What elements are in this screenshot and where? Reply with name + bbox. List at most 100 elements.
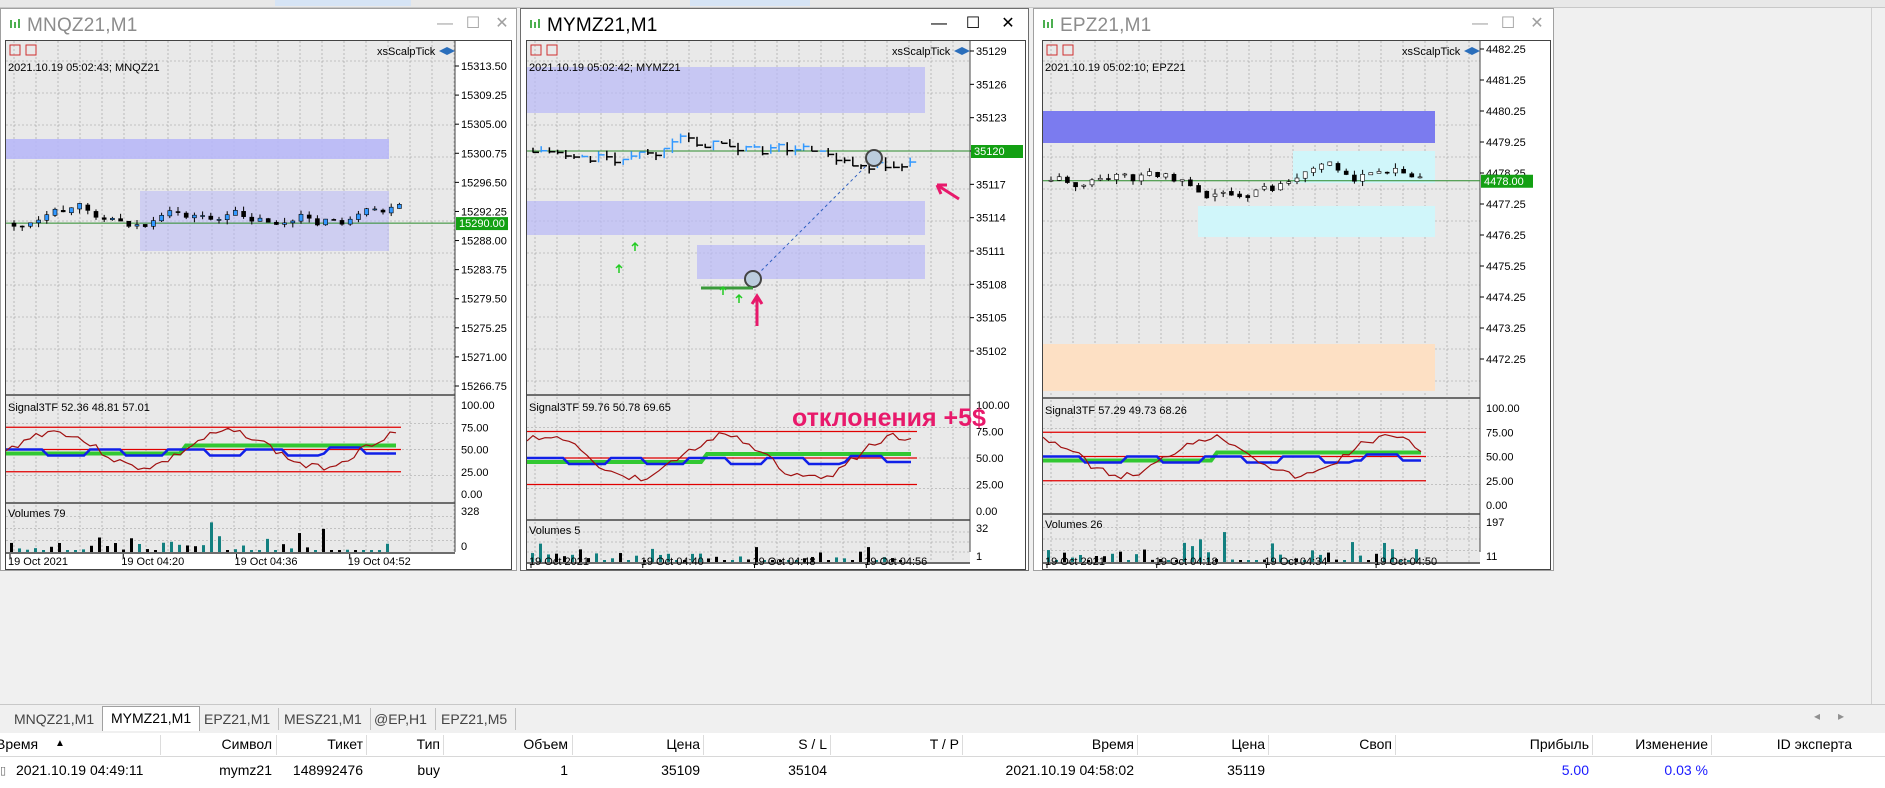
chart-toolbar-icon — [1062, 44, 1074, 56]
column-separator — [1711, 735, 1712, 755]
header-profit[interactable]: Прибыль — [1529, 736, 1589, 752]
close-button[interactable]: ✕ — [1530, 15, 1544, 32]
table-row[interactable]: ▯ 2021.10.19 04:49:11 mymz21 148992476 b… — [0, 759, 1885, 783]
current-price-tag — [456, 217, 508, 231]
candle-body — [282, 222, 287, 225]
volume-bar — [1143, 549, 1146, 562]
volume-bar — [1255, 560, 1258, 562]
chart-canvas[interactable]: 15313.50 15309.25 15305.00 15300.75 15296.50… — [6, 41, 512, 570]
chart-window-mymz21[interactable]: MYMZ21,M1 — ☐ ✕ 35129 35126 35123 35120 3511… — [520, 8, 1029, 571]
time-label: 19 Oct 2021 — [8, 556, 68, 568]
candle-body — [339, 220, 345, 225]
signal-dark-line — [6, 427, 397, 471]
header-volume[interactable]: Объем — [523, 736, 568, 752]
candle-body — [175, 211, 181, 213]
close-button[interactable]: ✕ — [495, 15, 509, 32]
volume-bar — [98, 537, 101, 552]
chart-panel[interactable]: 4482.25 4481.25 4480.25 4479.25 4478.25 4477.… — [1042, 40, 1551, 570]
volume-bar — [667, 553, 670, 562]
chart-panel[interactable]: 15313.50 15309.25 15305.00 15300.75 15296.50… — [5, 40, 512, 570]
tab-scroll-right-icon[interactable]: ▸ — [1838, 709, 1845, 723]
volume-bar — [1383, 542, 1386, 562]
tab-epz21-m5[interactable]: EPZ21,M5 — [433, 708, 517, 730]
tab-mnqz21-m1[interactable]: MNQZ21,M1 — [6, 708, 104, 730]
volume-bar — [1215, 559, 1218, 562]
chart-window-epz21[interactable]: EPZ21,M1 — ☐ ✕ 4482.25 4481.25 4480.25 4479… — [1033, 8, 1554, 571]
volume-bar — [1415, 549, 1418, 562]
volume-bar — [218, 536, 221, 552]
volume-bar — [835, 557, 838, 562]
signal-level-label: 50.00 — [1486, 452, 1514, 464]
header-close-time[interactable]: Время — [1091, 736, 1134, 752]
volume-bar — [242, 545, 245, 552]
header-time[interactable]: Время — [0, 736, 39, 752]
cell-change: 0.03 % — [1664, 762, 1708, 778]
candle-body — [306, 214, 312, 219]
tab-ep-h1[interactable]: @EP,H1 — [366, 708, 436, 730]
tab-mesz21-m1[interactable]: MESZ21,M1 — [276, 708, 371, 730]
chart-panel[interactable]: 35129 35126 35123 35120 35117 35114 35111 35108… — [526, 40, 1026, 570]
volume-bar — [555, 553, 558, 562]
volume-bar — [1087, 560, 1090, 562]
volume-bar — [50, 546, 53, 552]
volume-bar — [194, 546, 197, 552]
header-symbol[interactable]: Символ — [221, 736, 272, 752]
vertical-scrollbar[interactable] — [1871, 8, 1885, 704]
volume-bar — [90, 545, 93, 552]
volume-bar — [386, 543, 389, 552]
close-button[interactable]: ✕ — [1001, 15, 1015, 32]
window-titlebar[interactable]: MYMZ21,M1 — ☐ ✕ — [521, 9, 1028, 39]
volume-bar — [611, 558, 614, 562]
column-separator — [1395, 735, 1396, 755]
signal-level-label: 100.00 — [1486, 403, 1520, 415]
header-swap[interactable]: Своп — [1359, 736, 1392, 752]
header-price[interactable]: Цена — [666, 736, 700, 752]
candle-body — [397, 204, 402, 209]
minimize-button[interactable]: — — [437, 15, 453, 32]
header-expert-id[interactable]: ID эксперта — [1776, 736, 1852, 752]
tab-epz21-m1[interactable]: EPZ21,M1 — [196, 708, 280, 730]
trade-close-marker — [865, 149, 883, 167]
volume-bar — [1191, 546, 1194, 562]
signal-dark-line — [527, 432, 912, 482]
volume-bar — [1287, 560, 1290, 562]
candle-body — [159, 214, 164, 222]
header-sl[interactable]: S / L — [798, 736, 827, 752]
header-close-price[interactable]: Цена — [1231, 736, 1265, 752]
window-titlebar[interactable]: MNQZ21,M1 — ☐ ✕ — [1, 9, 516, 39]
header-type[interactable]: Тип — [416, 736, 440, 752]
header-change[interactable]: Изменение — [1635, 736, 1708, 752]
price-label: 4472.25 — [1486, 354, 1526, 366]
volume-bar — [34, 548, 37, 552]
price-label: 35111 — [976, 246, 1005, 258]
volume-bar — [731, 560, 734, 562]
volume-bar — [1199, 539, 1202, 562]
cell-profit: 5.00 — [1561, 762, 1589, 778]
volume-bar — [867, 547, 870, 562]
maximize-button[interactable]: ☐ — [1500, 15, 1516, 32]
chart-canvas[interactable]: 4482.254481.254480.254479.254478.254477.… — [1043, 41, 1551, 570]
volumes-min-label: 1 — [976, 551, 982, 563]
window-titlebar[interactable]: EPZ21,M1 — ☐ ✕ — [1034, 9, 1553, 39]
minimize-button[interactable]: — — [1472, 15, 1488, 32]
maximize-button[interactable]: ☐ — [965, 15, 981, 32]
volume-bar — [779, 560, 782, 562]
volume-bar — [338, 550, 341, 552]
chart-toolbar-icon — [546, 44, 558, 56]
volume-bar — [1327, 552, 1330, 562]
candle-body — [101, 217, 107, 220]
chart-window-mnqz21[interactable]: MNQZ21,M1 — ☐ ✕ 15313.50 15309.25 15305.00… — [0, 8, 517, 571]
header-ticket[interactable]: Тикет — [327, 736, 363, 752]
column-separator — [703, 735, 704, 755]
signal-level-label: 75.00 — [1486, 427, 1514, 439]
header-tp[interactable]: T / P — [929, 736, 959, 752]
volume-bar — [1159, 559, 1162, 562]
tab-scroll-left-icon[interactable]: ◂ — [1814, 709, 1821, 723]
minimize-button[interactable]: — — [931, 15, 947, 32]
candle-body — [1384, 171, 1390, 174]
volume-bar — [74, 550, 77, 552]
maximize-button[interactable]: ☐ — [465, 15, 481, 32]
candle-body — [1327, 161, 1333, 166]
chart-canvas[interactable]: 35129 35126 35123 35120 35117 35114 35111 35108… — [527, 41, 1026, 570]
tab-mymz21-m1[interactable]: MYMZ21,M1 — [102, 706, 201, 731]
